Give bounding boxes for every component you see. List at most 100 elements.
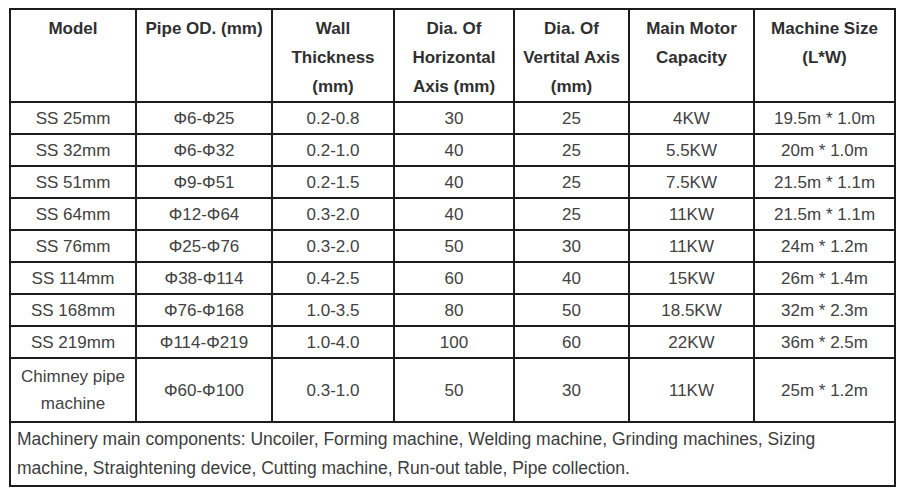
table-cell: 18.5KW xyxy=(629,294,754,326)
table-cell: 50 xyxy=(394,230,514,262)
table-cell: 32m * 2.3m xyxy=(754,294,895,326)
table-cell: 30 xyxy=(394,102,514,134)
table-cell: 0.2-1.0 xyxy=(272,134,394,166)
table-cell: Φ25-Φ76 xyxy=(136,230,272,262)
table-cell: 0.4-2.5 xyxy=(272,262,394,294)
table-cell: 60 xyxy=(514,326,629,358)
column-header-line: Capacity xyxy=(632,43,751,72)
table-cell: 0.3-2.0 xyxy=(272,230,394,262)
table-cell: 40 xyxy=(394,134,514,166)
table-cell: 11KW xyxy=(629,230,754,262)
table-row: SS 76mmΦ25-Φ760.3-2.0503011KW24m * 1.2m xyxy=(10,230,895,262)
table-cell: 20m * 1.0m xyxy=(754,134,895,166)
table-cell: 50 xyxy=(394,358,514,422)
header-row: ModelPipe OD. (mm)WallThickness(mm)Dia. … xyxy=(10,9,895,102)
column-header-line: (L*W) xyxy=(757,43,892,72)
column-header-line: Thickness xyxy=(275,43,391,72)
table-row: SS 219mmΦ114-Φ2191.0-4.01006022KW36m * 2… xyxy=(10,326,895,358)
table-cell: 5.5KW xyxy=(629,134,754,166)
table-cell: 21.5m * 1.1m xyxy=(754,166,895,198)
column-header-line: Horizontal xyxy=(397,43,511,72)
table-cell: 19.5m * 1.0m xyxy=(754,102,895,134)
spec-table-container: ModelPipe OD. (mm)WallThickness(mm)Dia. … xyxy=(0,0,902,487)
column-header: Dia. OfVertital Axis(mm) xyxy=(514,9,629,102)
spec-table: ModelPipe OD. (mm)WallThickness(mm)Dia. … xyxy=(9,8,896,487)
table-cell: 36m * 2.5m xyxy=(754,326,895,358)
table-cell: 4KW xyxy=(629,102,754,134)
table-cell: 25 xyxy=(514,102,629,134)
table-cell: 15KW xyxy=(629,262,754,294)
table-row: Chimney pipe machineΦ60-Φ1000.3-1.050301… xyxy=(10,358,895,422)
table-cell: 0.2-0.8 xyxy=(272,102,394,134)
table-cell: 24m * 1.2m xyxy=(754,230,895,262)
column-header-line: Machine Size xyxy=(757,14,892,43)
table-cell: 0.3-2.0 xyxy=(272,198,394,230)
table-cell: 21.5m * 1.1m xyxy=(754,198,895,230)
table-row: SS 168mmΦ76-Φ1681.0-3.5805018.5KW32m * 2… xyxy=(10,294,895,326)
table-cell: SS 76mm xyxy=(10,230,136,262)
column-header: WallThickness(mm) xyxy=(272,9,394,102)
column-header-line: Dia. Of xyxy=(517,14,626,43)
table-cell: Φ6-Φ25 xyxy=(136,102,272,134)
table-cell: 40 xyxy=(514,262,629,294)
table-cell: SS 168mm xyxy=(10,294,136,326)
table-cell: 25 xyxy=(514,166,629,198)
column-header: Pipe OD. (mm) xyxy=(136,9,272,102)
table-cell: SS 114mm xyxy=(10,262,136,294)
table-cell: 22KW xyxy=(629,326,754,358)
table-row: SS 32mmΦ6-Φ320.2-1.040255.5KW20m * 1.0m xyxy=(10,134,895,166)
table-cell: SS 219mm xyxy=(10,326,136,358)
table-cell: Φ9-Φ51 xyxy=(136,166,272,198)
column-header-line: (mm) xyxy=(275,72,391,101)
table-cell: 30 xyxy=(514,230,629,262)
column-header-line: Axis (mm) xyxy=(397,72,511,101)
table-cell: Φ38-Φ114 xyxy=(136,262,272,294)
table-cell: 7.5KW xyxy=(629,166,754,198)
table-cell: Φ6-Φ32 xyxy=(136,134,272,166)
table-cell: 80 xyxy=(394,294,514,326)
column-header-line: Vertital Axis xyxy=(517,43,626,72)
column-header: Model xyxy=(10,9,136,102)
column-header-line: Main Motor xyxy=(632,14,751,43)
table-cell: 26m * 1.4m xyxy=(754,262,895,294)
column-header-line: Model xyxy=(13,14,133,43)
column-header-line: Dia. Of xyxy=(397,14,511,43)
table-row: SS 64mmΦ12-Φ640.3-2.0402511KW21.5m * 1.1… xyxy=(10,198,895,230)
table-cell: Φ76-Φ168 xyxy=(136,294,272,326)
table-cell: SS 51mm xyxy=(10,166,136,198)
table-cell: 40 xyxy=(394,198,514,230)
column-header-line: Wall xyxy=(275,14,391,43)
table-cell: 0.2-1.5 xyxy=(272,166,394,198)
table-cell: 100 xyxy=(394,326,514,358)
table-cell: Chimney pipe machine xyxy=(10,358,136,422)
column-header: Dia. OfHorizontalAxis (mm) xyxy=(394,9,514,102)
table-cell: 30 xyxy=(514,358,629,422)
table-cell: SS 25mm xyxy=(10,102,136,134)
table-cell: 25m * 1.2m xyxy=(754,358,895,422)
table-cell: Φ114-Φ219 xyxy=(136,326,272,358)
table-cell: SS 64mm xyxy=(10,198,136,230)
table-row: SS 51mmΦ9-Φ510.2-1.540257.5KW21.5m * 1.1… xyxy=(10,166,895,198)
table-cell: SS 32mm xyxy=(10,134,136,166)
table-cell: Φ12-Φ64 xyxy=(136,198,272,230)
footer-note: Machinery main components: Uncoiler, For… xyxy=(10,422,895,486)
table-cell: Φ60-Φ100 xyxy=(136,358,272,422)
column-header: Main MotorCapacity xyxy=(629,9,754,102)
footer-row: Machinery main components: Uncoiler, For… xyxy=(10,422,895,486)
column-header-line: (mm) xyxy=(517,72,626,101)
column-header-line: Pipe OD. (mm) xyxy=(139,14,269,43)
table-cell: 11KW xyxy=(629,198,754,230)
table-cell: 11KW xyxy=(629,358,754,422)
table-body: SS 25mmΦ6-Φ250.2-0.830254KW19.5m * 1.0mS… xyxy=(10,102,895,422)
table-row: SS 114mmΦ38-Φ1140.4-2.5604015KW26m * 1.4… xyxy=(10,262,895,294)
table-cell: 25 xyxy=(514,134,629,166)
table-cell: 50 xyxy=(514,294,629,326)
table-cell: 1.0-3.5 xyxy=(272,294,394,326)
table-cell: 1.0-4.0 xyxy=(272,326,394,358)
table-cell: 60 xyxy=(394,262,514,294)
table-cell: 0.3-1.0 xyxy=(272,358,394,422)
table-cell: 40 xyxy=(394,166,514,198)
table-cell: 25 xyxy=(514,198,629,230)
column-header: Machine Size(L*W) xyxy=(754,9,895,102)
table-row: SS 25mmΦ6-Φ250.2-0.830254KW19.5m * 1.0m xyxy=(10,102,895,134)
